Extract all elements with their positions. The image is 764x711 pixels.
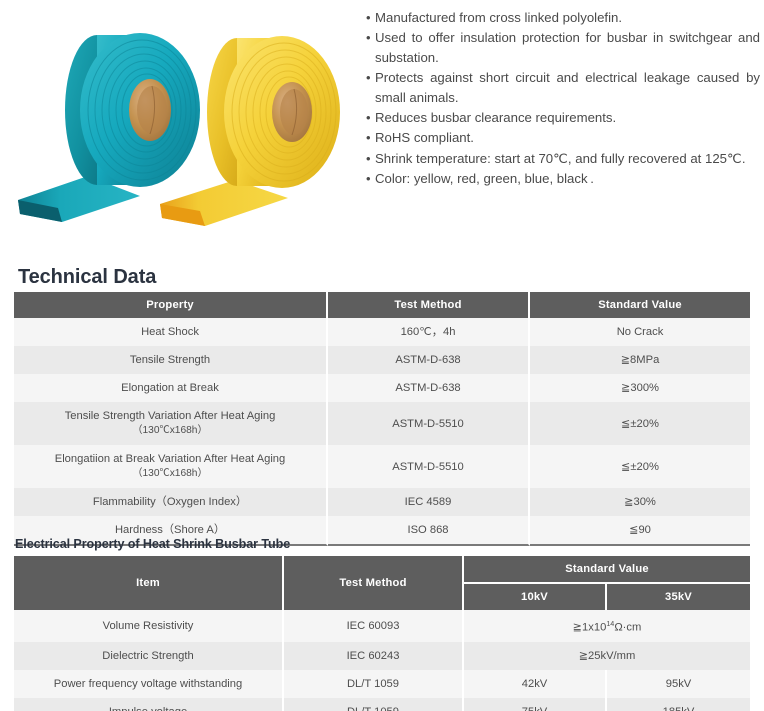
cell-test-method: ISO 868	[328, 516, 530, 546]
table-row: Power frequency voltage withstanding DL/T…	[14, 669, 750, 698]
product-photo	[0, 0, 360, 240]
column-header-standard-value: Standard Value	[530, 292, 750, 318]
bullet-icon: •	[366, 130, 371, 146]
feature-text: Color: yellow, red, green, blue, black .	[375, 171, 594, 187]
cell-property: Heat Shock	[14, 318, 328, 346]
bullet-icon: •	[366, 110, 371, 126]
list-item: • Reduces busbar clearance requirements.	[366, 108, 760, 127]
yellow-roll-tail-edge	[160, 204, 205, 226]
table-row: Tensile Strength ASTM‑D‑638 ≧8MPa	[14, 346, 750, 374]
feature-text: RoHS compliant.	[375, 130, 474, 146]
table-row: Elongatiion at Break Variation After Hea…	[14, 445, 750, 488]
tape-rolls-illustration	[18, 33, 340, 226]
cell-standard-value: ≦90	[530, 516, 750, 546]
electrical-property-table: Item Test Method Standard Value 10kV 35k…	[14, 556, 750, 711]
cell-standard-value: ≧25kV/mm	[464, 641, 750, 670]
table-row: Volume Resistivity IEC 60093 ≧1x1014Ω·cm	[14, 610, 750, 642]
cell-test-method: ASTM‑D‑5510	[328, 445, 530, 488]
cell-item: Impulse voltage	[14, 697, 284, 711]
bullet-icon: •	[366, 171, 371, 187]
cell-standard-value: No Crack	[530, 318, 750, 346]
cell-test-method: DL/T 1059	[284, 697, 464, 711]
top-section: • Manufactured from cross linked polyole…	[0, 0, 764, 240]
cell-standard-value: ≦±20%	[530, 445, 750, 488]
green-roll-tail-edge	[18, 200, 62, 222]
cell-property: Elongatiion at Break Variation After Hea…	[14, 445, 328, 488]
cell-test-method: IEC 4589	[328, 488, 530, 516]
cell-standard-value: ≧8MPa	[530, 346, 750, 374]
table-row: Elongation at Break ASTM‑D‑638 ≧300%	[14, 374, 750, 402]
cell-item: Volume Resistivity	[14, 610, 284, 642]
cell-test-method: 160℃，4h	[328, 318, 530, 346]
list-item: • RoHS compliant.	[366, 128, 760, 147]
column-header-property: Property	[14, 292, 328, 318]
green-roll	[18, 33, 200, 222]
cell-standard-value: ≧30%	[530, 488, 750, 516]
bullet-icon: •	[366, 10, 371, 25]
cell-test-method: ASTM‑D‑5510	[328, 402, 530, 445]
cell-property: Elongation at Break	[14, 374, 328, 402]
cell-value-35kv: 95kV	[607, 669, 750, 698]
cell-standard-value: ≧1x1014Ω·cm	[464, 610, 750, 642]
column-header-test-method: Test Method	[328, 292, 530, 318]
technical-data-title: Technical Data	[18, 266, 157, 288]
cell-standard-value: ≦±20%	[530, 402, 750, 445]
list-item: • Manufactured from cross linked polyole…	[366, 8, 760, 27]
cell-test-method: ASTM‑D‑638	[328, 346, 530, 374]
column-header-test-method: Test Method	[284, 556, 464, 610]
cell-test-method: IEC 60243	[284, 641, 464, 670]
table-header-row-sub: 10kV 35kV	[14, 584, 750, 610]
table-row: Dielectric Strength IEC 60243 ≧25kV/mm	[14, 641, 750, 670]
bullet-icon: •	[366, 150, 371, 166]
table-header-row-top: Item Test Method Standard Value	[14, 556, 750, 610]
cell-property: Hardness（Shore A）	[14, 516, 328, 546]
feature-text: Reduces busbar clearance requirements.	[375, 110, 617, 126]
cell-value-10kv: 75kV	[464, 697, 607, 711]
feature-text: Manufactured from cross linked polyolefi…	[375, 10, 623, 25]
table-header-row: Property Test Method Standard Value	[14, 292, 750, 318]
feature-text: Shrink temperature: start at 70℃, and fu…	[375, 150, 746, 166]
electrical-property-title: Electrical Property of Heat Shrink Busba…	[15, 537, 291, 551]
cell-item: Dielectric Strength	[14, 641, 284, 670]
cell-test-method: ASTM‑D‑638	[328, 374, 530, 402]
list-item: • Protects against short circuit and ele…	[366, 68, 760, 107]
cell-value-35kv: 185kV	[607, 697, 750, 711]
list-item: • Shrink temperature: start at 70℃, and …	[366, 149, 760, 168]
cell-property: Flammability（Oxygen Index）	[14, 488, 328, 516]
cell-property: Tensile Strength	[14, 346, 328, 374]
bullet-icon: •	[366, 70, 371, 86]
feature-text: Used to offer insulation protection for …	[375, 30, 760, 65]
yellow-roll	[160, 36, 340, 226]
column-header-35kv: 35kV	[607, 584, 750, 610]
feature-bullet-list: • Manufactured from cross linked polyole…	[366, 8, 760, 190]
column-header-item: Item	[14, 556, 284, 610]
cell-standard-value: ≧300%	[530, 374, 750, 402]
table-row: Heat Shock 160℃，4h No Crack	[14, 318, 750, 346]
column-header-standard-value: Standard Value	[464, 556, 750, 584]
bullet-icon: •	[366, 30, 371, 46]
cell-item: Power frequency voltage withstanding	[14, 669, 284, 698]
cell-test-method: DL/T 1059	[284, 669, 464, 698]
list-item: • Used to offer insulation protection fo…	[366, 28, 760, 67]
column-header-10kv: 10kV	[464, 584, 607, 610]
list-item: • Color: yellow, red, green, blue, black…	[366, 169, 760, 188]
technical-data-table: Property Test Method Standard Value Heat…	[14, 292, 750, 546]
table-row: Tensile Strength Variation After Heat Ag…	[14, 402, 750, 445]
table-row: Flammability（Oxygen Index） IEC 4589 ≧30%	[14, 488, 750, 516]
table-row: Impulse voltageDL/T 105975kV185kV	[14, 697, 750, 711]
cell-value-10kv: 42kV	[464, 669, 607, 698]
cell-property: Tensile Strength Variation After Heat Ag…	[14, 402, 328, 445]
table-row: Hardness（Shore A） ISO 868 ≦90	[14, 516, 750, 546]
cell-test-method: IEC 60093	[284, 610, 464, 642]
feature-text: Protects against short circuit and elect…	[375, 70, 760, 105]
